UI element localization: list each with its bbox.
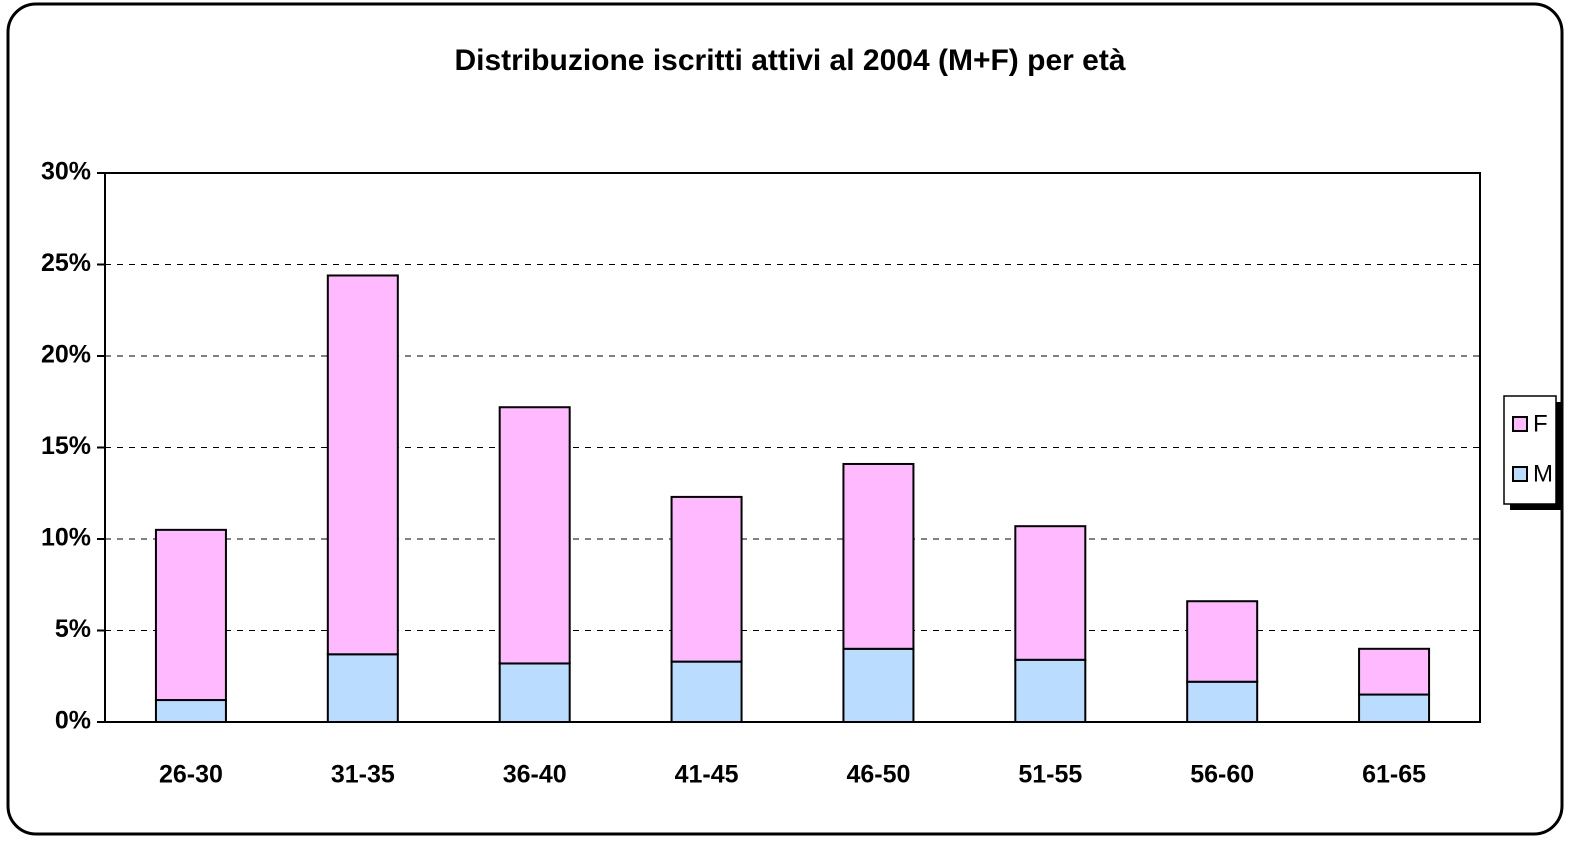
bar-segment xyxy=(498,662,571,724)
chart-title: Distribuzione iscritti attivi al 2004 (M… xyxy=(454,44,1125,77)
x-tick-label: 61-65 xyxy=(1362,761,1426,789)
bar-segment xyxy=(326,653,399,723)
bar-segment xyxy=(154,699,227,723)
legend-swatch xyxy=(1512,416,1528,432)
x-tick-label: 46-50 xyxy=(846,761,910,789)
bar-segment xyxy=(842,647,915,723)
bar-segment xyxy=(1186,680,1259,723)
bar-segment xyxy=(154,528,227,702)
y-tick-label: 10% xyxy=(41,524,91,552)
legend-label: F xyxy=(1533,410,1548,437)
bar-segment xyxy=(1358,647,1431,696)
x-tick-label: 36-40 xyxy=(503,761,567,789)
bar-segment xyxy=(498,406,571,665)
bar-segment xyxy=(1358,693,1431,723)
bar-segment xyxy=(842,462,915,650)
y-tick-label: 5% xyxy=(55,615,91,643)
y-tick-label: 20% xyxy=(41,341,91,369)
x-tick-label: 51-55 xyxy=(1018,761,1082,789)
y-tick-label: 15% xyxy=(41,432,91,460)
legend-label: M xyxy=(1533,460,1553,487)
x-tick-label: 26-30 xyxy=(159,761,223,789)
x-tick-label: 31-35 xyxy=(331,761,395,789)
x-tick-label: 41-45 xyxy=(675,761,739,789)
y-tick-label: 0% xyxy=(55,707,91,735)
legend-box xyxy=(1503,395,1557,505)
legend-swatch xyxy=(1512,466,1528,482)
bar-segment xyxy=(1014,658,1087,724)
bar-segment xyxy=(1186,600,1259,683)
y-tick-label: 30% xyxy=(41,158,91,186)
bar-segment xyxy=(670,495,743,663)
bar-segment xyxy=(1014,525,1087,661)
x-tick-label: 56-60 xyxy=(1190,761,1254,789)
bar-segment xyxy=(326,274,399,656)
bar-segment xyxy=(670,660,743,723)
plot-frame xyxy=(104,172,1481,723)
y-tick-label: 25% xyxy=(41,249,91,277)
